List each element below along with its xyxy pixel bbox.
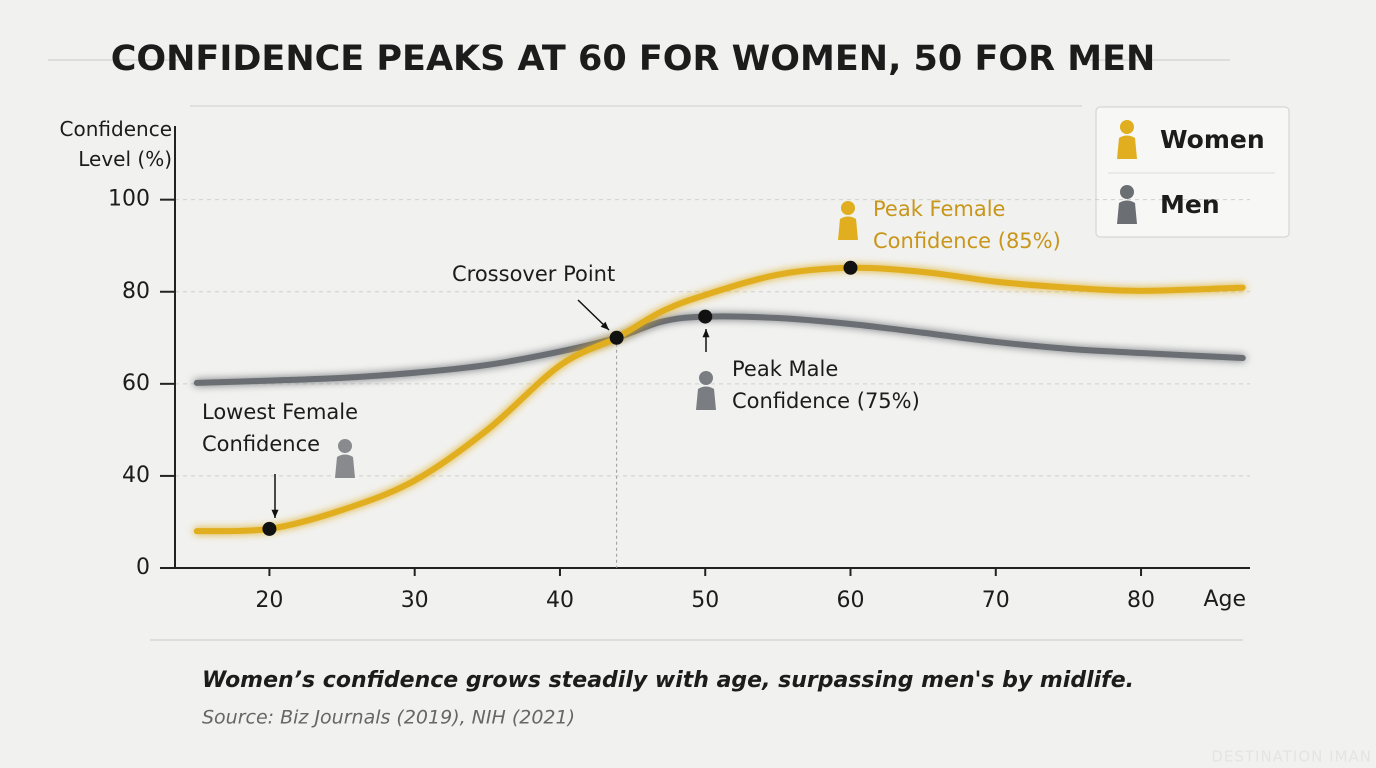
annotation-icon <box>699 371 713 385</box>
annotation-arrowhead <box>702 329 710 338</box>
annotation-arrowhead <box>600 321 609 330</box>
annotation-icon <box>335 454 355 478</box>
x-tick-label: 80 <box>1127 588 1155 613</box>
legend-icon <box>1117 135 1137 159</box>
annotation-icon <box>838 216 858 240</box>
highlight-point <box>843 260 858 275</box>
x-axis-label: Age <box>1203 587 1246 612</box>
x-tick-label: 50 <box>691 588 719 613</box>
y-tick-label: 80 <box>122 279 150 304</box>
y-tick-label: 100 <box>108 187 150 212</box>
annotation-icon <box>338 439 352 453</box>
x-tick-label: 60 <box>837 588 865 613</box>
highlight-point <box>609 330 624 345</box>
y-tick-label: 40 <box>122 463 150 488</box>
y-axis-label: Confidence Level (%) <box>59 117 172 171</box>
plot: 0 40 60 80 100 20 30 40 50 60 70 80 Women Men <box>108 120 1265 613</box>
series-line <box>193 264 1246 535</box>
annotation-icon <box>696 386 716 410</box>
legend-icon <box>1117 200 1137 224</box>
legend-label: Women <box>1160 125 1265 154</box>
highlight-point <box>698 309 713 324</box>
source: Source: Biz Journals (2019), NIH (2021) <box>202 707 575 729</box>
legend-box <box>1095 106 1290 238</box>
annotation: Peak Female Confidence (85%) <box>873 197 1061 253</box>
highlight-point <box>262 521 277 536</box>
annotation: Peak Male Confidence (75%) <box>732 357 920 413</box>
annotation-icon <box>841 201 855 215</box>
annotation: Crossover Point <box>452 262 616 286</box>
legend-icon <box>1120 120 1134 134</box>
y-tick-label: 0 <box>136 555 150 580</box>
legend-label: Men <box>1160 190 1220 219</box>
x-tick-label: 40 <box>546 588 574 613</box>
annotation: Lowest Female Confidence <box>202 400 359 456</box>
y-tick-label: 60 <box>122 371 150 396</box>
legend-icon <box>1120 185 1134 199</box>
chart-title: CONFIDENCE PEAKS AT 60 FOR WOMEN, 50 FOR… <box>111 39 1156 79</box>
caption: Women’s confidence grows steadily with a… <box>202 668 1134 693</box>
x-tick-label: 30 <box>401 588 429 613</box>
series-line <box>193 313 1246 386</box>
x-tick-label: 70 <box>982 588 1010 613</box>
x-tick-label: 20 <box>255 588 283 613</box>
annotation-arrowhead <box>271 509 279 518</box>
watermark: DESTINATION IMAN <box>1211 748 1372 766</box>
